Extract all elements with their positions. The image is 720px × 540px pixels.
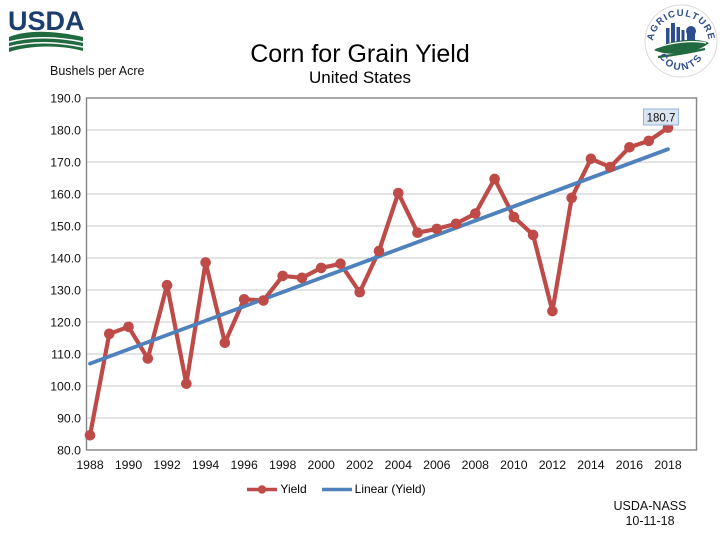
- yield-point-2012: [547, 305, 558, 317]
- x-tick-label: 1992: [153, 458, 181, 472]
- yield-point-1993: [181, 378, 192, 390]
- yield-point-2002: [354, 286, 366, 298]
- x-tick-label: 1988: [76, 458, 104, 472]
- page-title: Corn for Grain Yield: [250, 40, 470, 68]
- yield-point-2005: [412, 227, 423, 239]
- source-note-org: USDA-NASS: [613, 499, 687, 513]
- yield-point-1995: [219, 337, 231, 349]
- page-subtitle: United States: [308, 68, 412, 87]
- yield-point-1991: [142, 353, 154, 364]
- x-tick-label: 2006: [423, 458, 451, 472]
- usda-logo-text: USDA: [8, 6, 84, 36]
- yield-point-2004: [392, 187, 404, 199]
- yield-point-1988: [84, 429, 96, 441]
- x-tick-label: 1996: [230, 458, 258, 472]
- source-note: USDA-NASS 10-11-18: [594, 499, 706, 529]
- svg-text:180.7: 180.7: [647, 113, 676, 125]
- yield-point-2006: [431, 223, 443, 235]
- yield-point-2009: [489, 173, 500, 185]
- y-tick-label: 150.0: [50, 219, 81, 233]
- yield-point-1996: [238, 293, 250, 305]
- x-tick-label: 1994: [192, 458, 220, 472]
- x-tick-label: 2004: [385, 458, 413, 472]
- yield-line: [87, 125, 671, 438]
- badge-field-icon: [654, 39, 709, 59]
- yield-point-2015: [604, 161, 616, 173]
- agriculture-counts-badge: AGRICULTURE COUNTS: [644, 4, 718, 78]
- yield-point-1994: [200, 257, 211, 268]
- yield-point-1989: [103, 328, 115, 340]
- yield-point-1999: [296, 272, 308, 284]
- plot-frame: [85, 97, 698, 451]
- yield-point-1997: [258, 295, 269, 306]
- yield-point-2017: [643, 135, 655, 147]
- legend-label: Linear (Yield): [354, 482, 426, 496]
- yield-point-1998: [277, 270, 288, 282]
- x-axis-labels: 1988 1990 1992 1994 1996 1998 2000 2002 2004 2006…: [76, 458, 682, 472]
- y-tick-label: 160.0: [50, 187, 81, 201]
- x-tick-label: 2016: [616, 458, 644, 472]
- y-tick-label: 140.0: [50, 251, 81, 265]
- y-tick-label: 190.0: [50, 91, 81, 105]
- end-data-label: 180.7: [643, 108, 679, 126]
- y-tick-label: 100.0: [50, 379, 81, 393]
- y-axis-title: Bushels per Acre: [50, 64, 145, 78]
- legend-item-yield: Yield: [246, 482, 307, 496]
- y-tick-label: 170.0: [50, 155, 81, 169]
- yield-point-2001: [335, 258, 346, 270]
- yield-point-2003: [373, 245, 385, 257]
- x-tick-label: 2002: [346, 458, 374, 472]
- x-tick-label: 1990: [115, 458, 143, 472]
- usda-logo-field-icon: [8, 31, 84, 52]
- trend-line: [88, 147, 670, 366]
- legend-swatch: [321, 487, 352, 491]
- yield-point-2013: [566, 192, 577, 204]
- yield-point-1990: [123, 321, 134, 333]
- y-tick-label: 130.0: [50, 283, 81, 297]
- badge-skyline-icon: [666, 23, 696, 44]
- gridlines: [86, 129, 697, 419]
- x-tick-label: 2010: [500, 458, 528, 472]
- yield-point-2011: [527, 229, 539, 241]
- legend-item-linear-yield: Linear (Yield): [321, 482, 426, 496]
- y-axis-labels: 190.0 180.0 170.0 160.0 150.0 140.0 130.0 120.0…: [50, 91, 81, 457]
- x-tick-label: 2008: [462, 458, 490, 472]
- yield-point-2000: [315, 262, 327, 274]
- y-tick-label: 90.0: [57, 411, 81, 425]
- y-tick-label: 80.0: [57, 443, 81, 457]
- yield-point-2007: [450, 218, 462, 230]
- usda-logo: USDA: [8, 6, 84, 52]
- legend-swatch: [247, 484, 278, 494]
- y-tick-label: 120.0: [50, 315, 81, 329]
- source-note-date: 10-11-18: [625, 514, 675, 528]
- yield-point-2016: [624, 141, 635, 153]
- y-tick-label: 110.0: [51, 347, 81, 361]
- x-tick-label: 2012: [539, 458, 567, 472]
- x-tick-label: 2014: [577, 458, 605, 472]
- yield-point-2014: [585, 153, 597, 165]
- legend-label: Yield: [280, 482, 307, 496]
- chart-legend: Yield Linear (Yield): [0, 482, 696, 496]
- yield-point-2010: [508, 211, 520, 223]
- x-tick-label: 2018: [654, 458, 682, 472]
- yield-point-2008: [470, 208, 481, 219]
- y-tick-label: 180.0: [50, 123, 81, 137]
- yield-markers: [84, 122, 674, 441]
- yield-point-1992: [161, 279, 173, 291]
- x-tick-label: 1998: [269, 458, 297, 472]
- x-tick-label: 2000: [308, 458, 336, 472]
